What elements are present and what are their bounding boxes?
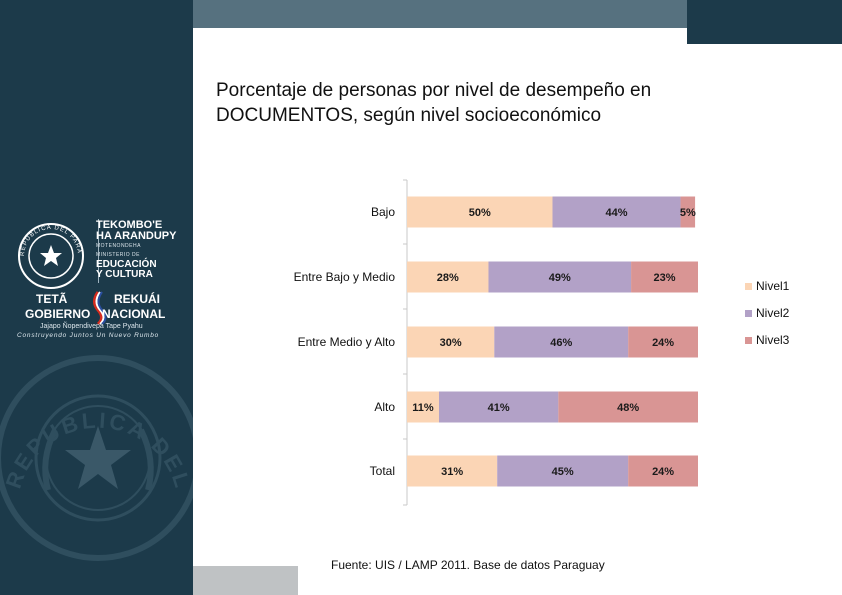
category-label: Entre Bajo y Medio xyxy=(294,270,396,284)
data-label: 5% xyxy=(680,207,696,219)
data-label: 44% xyxy=(606,207,628,219)
title-line1: Porcentaje de personas por nivel de dese… xyxy=(216,80,652,101)
logo-line5: EDUCACIÓN xyxy=(96,259,157,270)
data-label: 50% xyxy=(469,207,491,219)
gov-word3: REKUÁI xyxy=(114,292,161,306)
government-logo: TETÃ GOBIERNO REKUÁI NACIONAL Jajapo Ñop… xyxy=(17,290,192,350)
legend-swatch xyxy=(745,283,752,290)
gov-word1: TETÃ xyxy=(36,292,68,306)
top-bar xyxy=(193,0,687,28)
bar-segment-nivel1 xyxy=(407,455,498,487)
seal-watermark-icon: REPUBLICA DEL PARAGUAY xyxy=(0,340,193,561)
data-label: 23% xyxy=(654,272,676,284)
logo-divider xyxy=(98,219,99,283)
legend-label: Nivel2 xyxy=(756,306,790,320)
logo-line6: Y CULTURA xyxy=(96,269,153,280)
bar-segment-nivel1 xyxy=(407,261,489,293)
bar-segment-nivel2 xyxy=(552,196,681,228)
logo-line1: TEKOMBO'E xyxy=(96,219,163,231)
data-label: 31% xyxy=(441,466,463,478)
bar-segment-nivel1 xyxy=(407,391,440,423)
legend-label: Nivel1 xyxy=(756,279,790,293)
logo-line4: MINISTERIO DE xyxy=(96,252,141,258)
title-line2: DOCUMENTOS, según nivel socioeconómico xyxy=(216,105,602,126)
data-label: 24% xyxy=(652,337,674,349)
gov-sub1: Jajapo Ñopendivepa Tape Pyahu xyxy=(40,323,143,330)
bar-segment-nivel2 xyxy=(488,261,632,293)
category-label: Entre Medio y Alto xyxy=(298,335,396,349)
flag-ribbon-icon xyxy=(93,291,107,326)
source-note: Fuente: UIS / LAMP 2011. Base de datos P… xyxy=(331,558,605,572)
bar-segment-nivel3 xyxy=(628,455,698,487)
data-label: 24% xyxy=(652,466,674,478)
top-corner-block xyxy=(687,0,842,44)
bar-segment-nivel3 xyxy=(680,196,696,228)
logo-line2: HA ARANDUPY xyxy=(96,230,177,242)
bar-segment-nivel2 xyxy=(497,455,629,487)
legend-label: Nivel3 xyxy=(756,333,790,347)
data-label: 28% xyxy=(437,272,459,284)
logo-tekombo: TEKOMBO'E HA ARANDUPY xyxy=(96,220,193,242)
gov-word2: GOBIERNO xyxy=(25,307,91,321)
data-label: 46% xyxy=(550,337,572,349)
bar-segment-nivel3 xyxy=(558,391,698,423)
data-label: 49% xyxy=(549,272,571,284)
data-label: 11% xyxy=(412,402,434,414)
bottom-bar xyxy=(193,566,298,595)
data-label: 48% xyxy=(617,402,639,414)
data-label: 30% xyxy=(440,337,462,349)
category-label: Total xyxy=(370,464,395,478)
bar-segment-nivel1 xyxy=(407,196,553,228)
bar-segment-nivel2 xyxy=(439,391,559,423)
logo-ministry: EDUCACIÓN Y CULTURA xyxy=(96,260,157,280)
legend-swatch xyxy=(745,337,752,344)
sidebar: REPUBLICA DEL PARAGUAY REPÚBLICA DEL PAR… xyxy=(0,0,193,595)
legend-swatch xyxy=(745,310,752,317)
bar-segment-nivel1 xyxy=(407,326,495,358)
logo-line3: MOTENONDEHA xyxy=(96,243,141,249)
bar-segment-nivel2 xyxy=(494,326,629,358)
national-seal-icon: REPÚBLICA DEL PARAGUAY xyxy=(15,220,84,289)
gov-sub2: Construyendo Juntos Un Nuevo Rumbo xyxy=(17,332,160,339)
category-label: Bajo xyxy=(371,205,395,219)
gov-word4: NACIONAL xyxy=(102,307,166,321)
page-title: Porcentaje de personas por nivel de dese… xyxy=(216,78,736,128)
bar-segment-nivel3 xyxy=(628,326,698,358)
bar-segment-nivel3 xyxy=(631,261,698,293)
category-label: Alto xyxy=(374,400,395,414)
data-label: 41% xyxy=(488,402,510,414)
data-label: 45% xyxy=(552,466,574,478)
